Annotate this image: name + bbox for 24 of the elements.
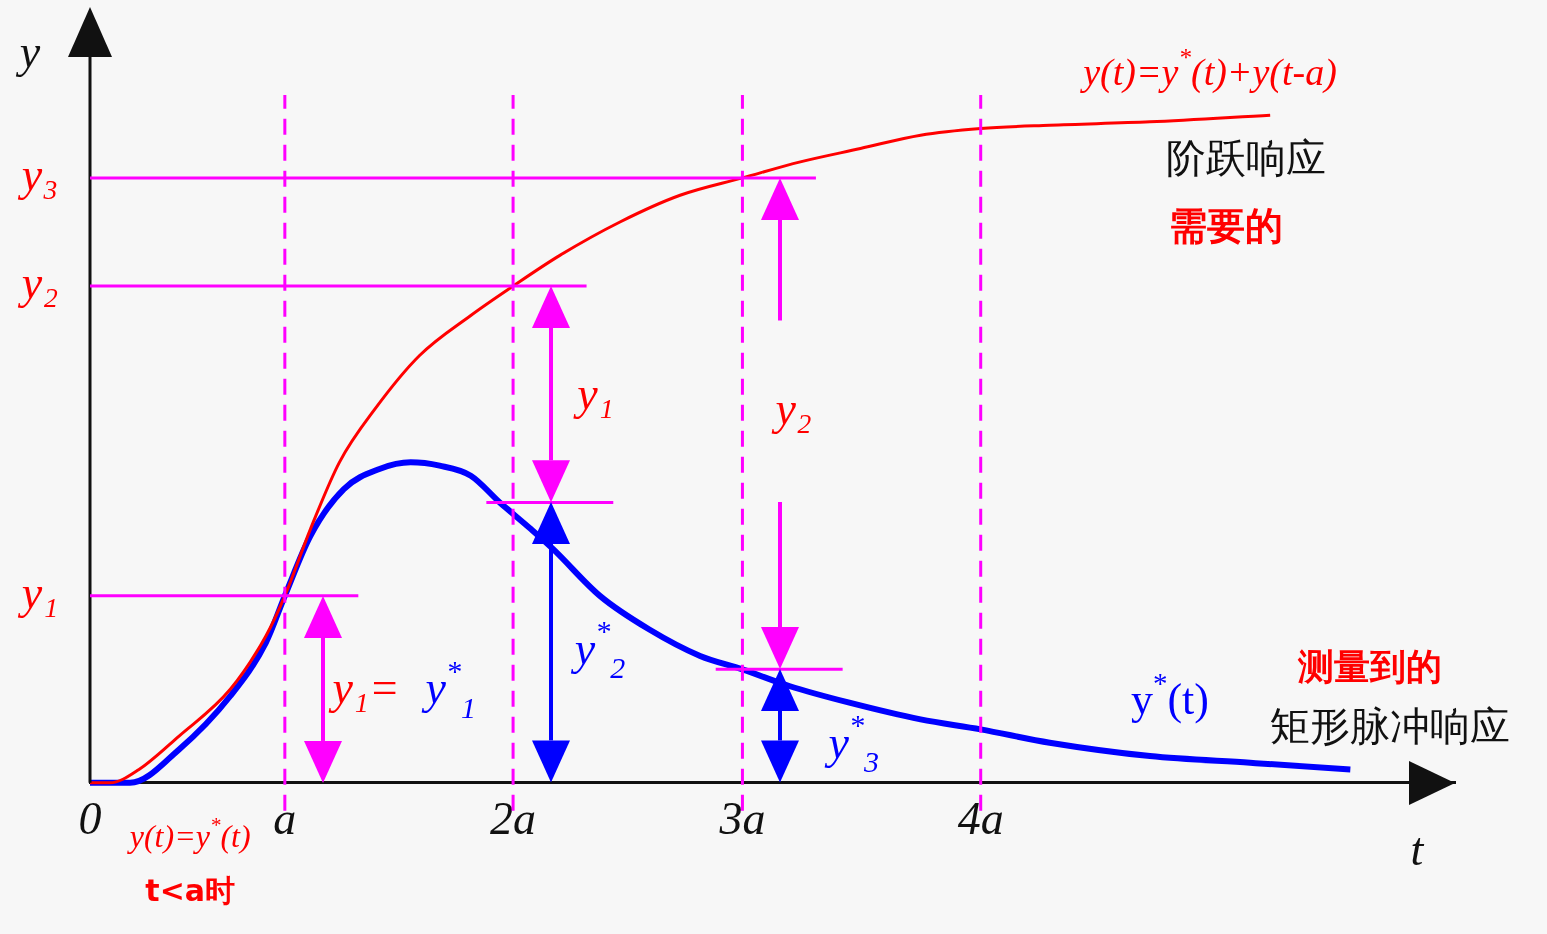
ref-line-label: y₃ (17, 149, 59, 200)
annotation: 需要的 (1168, 203, 1283, 248)
x-tick-label: 2a (490, 793, 537, 845)
annotation: y₂ (771, 382, 812, 434)
annotation: y₁= (328, 662, 400, 714)
x-tick-label: 0 (78, 793, 102, 845)
annotation: y₁ (573, 367, 614, 419)
x-tick-label: a (273, 793, 297, 845)
x-tick-label: 4a (957, 793, 1004, 845)
annotation: 矩形脉冲响应 (1270, 702, 1511, 749)
ref-line-label: y₂ (17, 257, 59, 309)
y-axis-title: y (15, 26, 41, 78)
annotation: 测量到的 (1297, 645, 1443, 687)
annotation: y*3 (824, 707, 879, 778)
text: y(t)=y*(t)+y(t-a) (1079, 44, 1337, 95)
annotation: y*1 (421, 653, 476, 724)
annotation: y*2 (570, 614, 626, 685)
annotation: y*(t) (1130, 666, 1209, 725)
ref-line-label: y₁ (17, 566, 59, 618)
annotation: 阶跃响应 (1165, 135, 1326, 182)
x-axis-title: t (1410, 823, 1425, 875)
x-tick-label: 3a (718, 793, 766, 845)
text: t<a时 (145, 872, 236, 908)
text: y(t)=y*(t) (126, 812, 251, 855)
